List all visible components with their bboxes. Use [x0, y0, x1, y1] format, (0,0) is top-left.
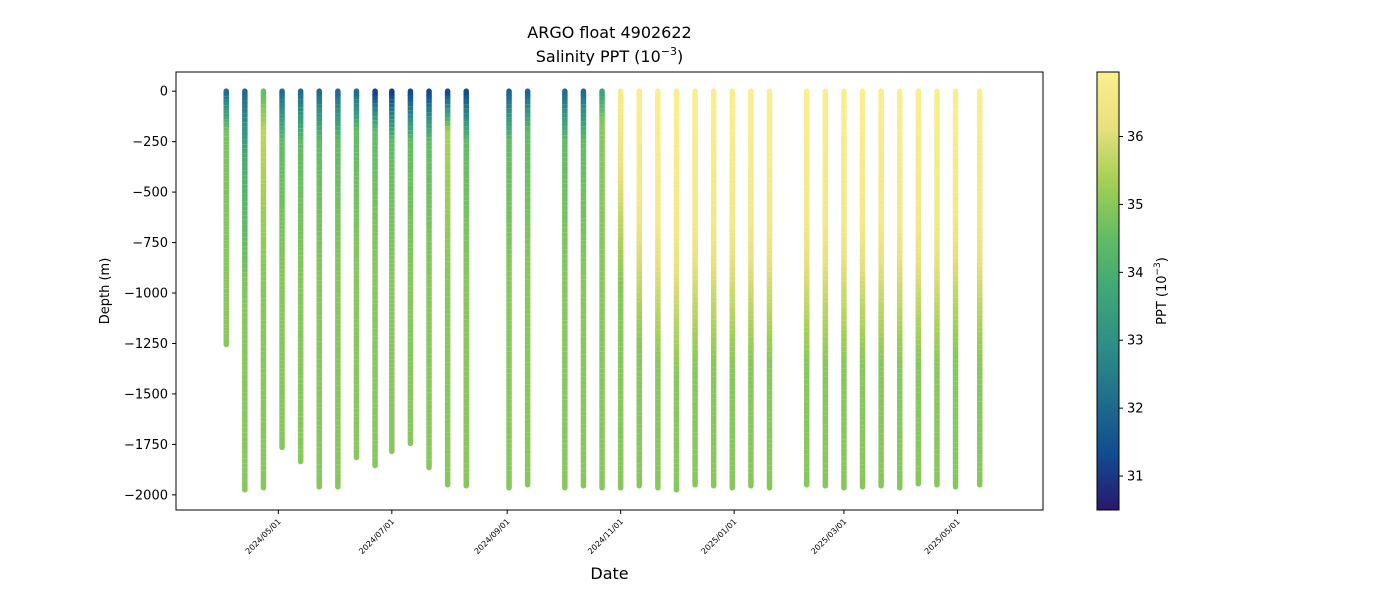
y-tick-label: −1250	[124, 337, 168, 352]
y-tick-label: −1000	[124, 287, 168, 302]
y-tick-label: 0	[160, 85, 168, 100]
x-tick-label: 2025/05/01	[923, 517, 962, 556]
x-tick-label: 2024/05/01	[244, 517, 283, 556]
colorbar-frame	[1096, 71, 1120, 511]
x-tick-label: 2025/03/01	[809, 517, 848, 556]
colorbar-label: PPT (10−3)	[1153, 257, 1170, 325]
x-tick-label: 2024/09/01	[473, 517, 512, 556]
x-tick-label: 2025/01/01	[700, 517, 739, 556]
plot-area	[175, 71, 1044, 511]
y-tick-label: −1500	[124, 387, 168, 402]
y-tick-label: −2000	[124, 488, 168, 503]
y-tick-label: −750	[132, 236, 168, 251]
colorbar-label-suffix: )	[1155, 257, 1170, 262]
x-tick-label: 2024/11/01	[586, 517, 625, 556]
colorbar: 31 32 33 34 35 36 PPT (10−3)	[1096, 71, 1170, 511]
profiles-layer	[223, 88, 983, 493]
chart-title: ARGO float 4902622	[527, 23, 691, 42]
plot-frame	[175, 71, 1044, 511]
colorbar-label-exponent: −3	[1153, 262, 1163, 275]
colorbar-tick-label: 33	[1127, 334, 1144, 349]
x-axis: 2024/05/01 2024/07/01 2024/09/01 2024/11/01…	[244, 510, 962, 556]
y-axis: 0 −250 −500 −750 −1000 −1250 −1500 −1750 −2000	[124, 85, 176, 503]
x-tick-label: 2024/07/01	[357, 517, 396, 556]
chart-subtitle: Salinity PPT (10−3)	[536, 45, 684, 66]
colorbar-tick-label: 36	[1127, 130, 1144, 145]
colorbar-tick-label: 35	[1127, 198, 1144, 213]
x-axis-label: Date	[590, 564, 628, 583]
y-tick-label: −500	[132, 186, 168, 201]
colorbar-tick-label: 32	[1127, 402, 1144, 417]
colorbar-label-prefix: PPT (10	[1155, 275, 1170, 324]
subtitle-exponent: −3	[661, 45, 677, 58]
colorbar-tick-label: 31	[1127, 470, 1144, 485]
subtitle-suffix: )	[677, 47, 683, 66]
y-tick-label: −250	[132, 135, 168, 150]
colorbar-tick-label: 34	[1127, 266, 1144, 281]
subtitle-prefix: Salinity PPT (10	[536, 47, 661, 66]
colorbar-ticks: 31 32 33 34 35 36	[1119, 130, 1144, 485]
colorbar-gradient	[1097, 72, 1119, 510]
y-tick-label: −1750	[124, 438, 168, 453]
plot-background	[176, 72, 1043, 510]
y-axis-label: Depth (m)	[98, 258, 113, 325]
